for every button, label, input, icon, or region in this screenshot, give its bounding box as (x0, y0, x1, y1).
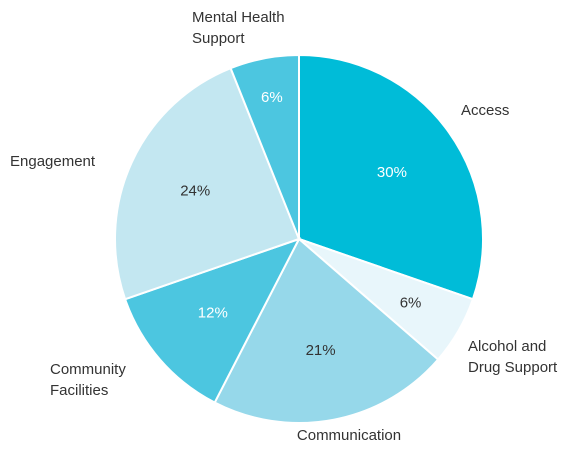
slice-mental-health-support (229, 53, 300, 240)
category-label-access: Access (461, 102, 509, 119)
pct-label-community-facilities: 12% (198, 305, 228, 322)
pie-slices (114, 53, 484, 424)
slice-access (298, 53, 484, 301)
pct-label-engagement: 24% (180, 183, 210, 200)
category-label-alcohol-and-drug-support: Alcohol and Drug Support (468, 338, 558, 376)
category-label-engagement: Engagement (10, 153, 96, 170)
pct-label-communication: 21% (306, 342, 336, 359)
slice-community-facilities (123, 237, 302, 404)
percentage-labels: 30% 6% 21% 12% 24% 6% (180, 89, 421, 359)
pct-label-alcohol-and-drug-support: 6% (400, 294, 422, 311)
pct-label-access: 30% (377, 164, 407, 181)
category-label-mental-health-support: Mental Health Support (192, 9, 285, 47)
pct-label-mental-health-support: 6% (261, 89, 283, 106)
category-label-communication: Communication (297, 427, 401, 444)
category-label-community-facilities: Community Facilities (50, 361, 126, 399)
slice-communication (213, 237, 440, 424)
category-labels: Access Alcohol and Drug Support Communicati… (10, 9, 558, 444)
